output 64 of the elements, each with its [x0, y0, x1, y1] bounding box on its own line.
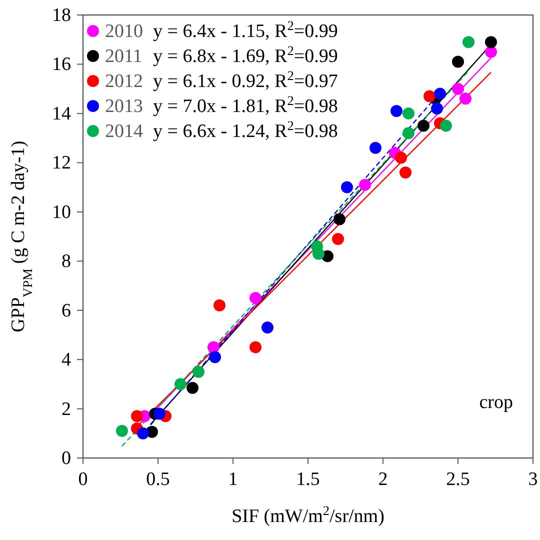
legend-label: 2012: [105, 71, 143, 92]
point: [116, 424, 128, 437]
point: [192, 366, 204, 378]
point: [334, 213, 346, 226]
point: [131, 410, 143, 422]
point: [452, 82, 464, 95]
point: [174, 378, 186, 390]
y-tick-label: 10: [52, 202, 71, 223]
y-tick-label: 4: [62, 350, 72, 371]
point: [250, 341, 262, 354]
point: [154, 408, 166, 420]
y-tick-label: 6: [62, 300, 71, 322]
annotation: y = 7.0x - 1.81, R$^{2}$=0.98: [153, 92, 338, 117]
point: [137, 427, 149, 440]
y-tick-label: 2: [62, 398, 71, 420]
point: [452, 56, 464, 68]
point: [418, 120, 430, 132]
point: [208, 341, 220, 354]
x-tick-label: 0.5: [146, 469, 170, 490]
point: [462, 36, 474, 48]
y-tick-label: 8: [62, 251, 71, 272]
point: [395, 152, 407, 164]
x-tick-label: 1.5: [296, 469, 320, 490]
annotation: y = 6.4x - 1.15, R$^{2}$=0.99: [153, 18, 338, 42]
point: [186, 382, 198, 394]
point: [250, 292, 262, 304]
point: [332, 232, 344, 245]
point: [209, 351, 221, 364]
point: [431, 102, 443, 115]
annotation: crop: [479, 392, 513, 413]
point: [370, 142, 382, 154]
point: [402, 107, 414, 120]
legend-label: 2013: [105, 96, 143, 117]
annotation: y = 6.8x - 1.69, R$^{2}$=0.99: [153, 42, 338, 67]
point: [424, 90, 436, 102]
point: [485, 36, 497, 48]
point: [262, 322, 274, 334]
legend-label: 2014: [105, 121, 144, 142]
point: [390, 104, 402, 117]
legend-label: 2011: [105, 46, 142, 67]
x-tick-label: 1: [228, 469, 238, 490]
x-tick-label: 0: [78, 469, 88, 490]
y-tick-label: 16: [52, 54, 71, 76]
point: [214, 299, 226, 312]
y-tick-label: 14: [52, 103, 72, 124]
point: [485, 46, 497, 58]
point: [312, 248, 324, 260]
y-tick-label: 0: [62, 448, 71, 469]
point: [402, 127, 414, 140]
point: [440, 120, 452, 132]
x-axis-title: SIF (mW/m$^{2}$/sr/nm): [232, 502, 384, 527]
y-tick-label: 18: [52, 5, 71, 26]
point: [400, 166, 412, 179]
x-tick-label: 2.5: [446, 469, 470, 490]
point: [434, 88, 446, 100]
point: [359, 178, 371, 191]
x-tick-label: 2: [378, 469, 388, 490]
legend-label: 2010: [105, 21, 143, 42]
annotation: y = 6.6x - 1.24, R$^{2}$=0.98: [153, 118, 338, 142]
annotation: y = 6.1x - 0.92, R$^{2}$=0.97: [153, 68, 338, 92]
point: [341, 181, 353, 194]
x-tick-label: 3: [528, 469, 538, 490]
y-tick-label: 12: [52, 152, 71, 174]
point: [460, 92, 472, 105]
